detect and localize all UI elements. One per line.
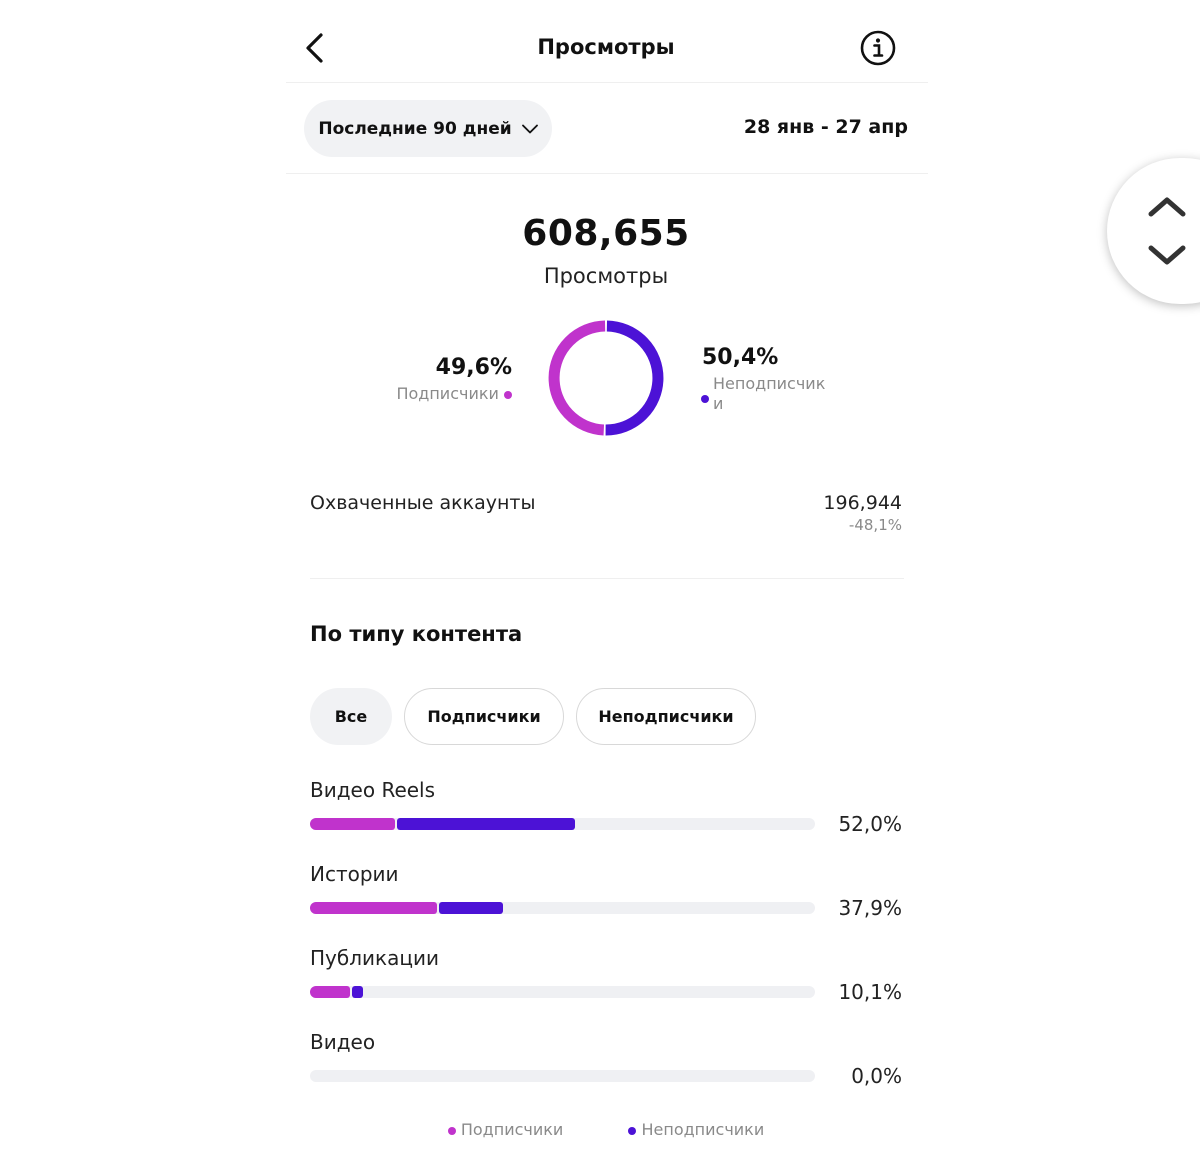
legend-label-subscribers: Подписчики [460, 1120, 564, 1139]
chart-legend: Подписчики Неподписчики [0, 1120, 1200, 1139]
legend-dot-subscribers-icon [447, 1126, 456, 1135]
content-row-percent-posts: 10,1% [838, 980, 902, 1004]
subscribers-legend: Подписчики [330, 384, 512, 403]
scroll-up-icon[interactable] [1147, 196, 1187, 218]
content-row-bar-stories [310, 902, 815, 914]
filter-chip-all[interactable]: Все [310, 688, 392, 745]
total-views: 608,655 [522, 213, 690, 254]
date-range-text: 28 янв - 27 апр [743, 116, 908, 138]
content-row-percent-stories: 37,9% [838, 896, 902, 920]
views-donut-chart [548, 320, 664, 436]
reach-label: Охваченные аккаунты [310, 492, 536, 514]
subscribers-dot-icon [504, 390, 512, 399]
subscribers-percent: 49,6% [435, 355, 512, 380]
content-row-label-posts: Публикации [310, 946, 439, 970]
bar-segment-non-subscribers [439, 902, 504, 914]
bar-segment-subscribers [310, 818, 395, 830]
bar-segment-subscribers [310, 986, 350, 998]
content-row-label-video: Видео [310, 1030, 376, 1054]
reach-delta: -48,1% [848, 516, 902, 534]
legend-dot-non-subscribers-icon [628, 1126, 637, 1135]
legend-item-non-subscribers: Неподписчики [628, 1120, 764, 1139]
content-row-label-reels: Видео Reels [310, 778, 436, 802]
content-row-bar-posts [310, 986, 815, 998]
scroll-down-icon[interactable] [1147, 244, 1187, 266]
content-row-label-stories: Истории [310, 862, 399, 886]
content-row-percent-reels: 52,0% [838, 812, 902, 836]
content-row-bar-video [310, 1070, 815, 1082]
bar-segment-subscribers [310, 902, 438, 914]
bar-segment-non-subscribers [396, 818, 575, 830]
legend-label-non-subscribers: Неподписчики [641, 1120, 765, 1139]
info-icon[interactable] [858, 28, 898, 68]
chevron-down-icon [521, 124, 538, 133]
bar-segment-non-subscribers [351, 986, 363, 998]
content-row-percent-video: 0,0% [851, 1064, 902, 1088]
page-title: Просмотры [537, 35, 675, 59]
header-divider [286, 82, 928, 83]
reach-value: 196,944 [823, 492, 902, 514]
non-subscribers-percent: 50,4% [702, 345, 779, 370]
total-views-label: Просмотры [543, 264, 669, 288]
filter-chip-non-subscribers[interactable]: Неподписчики [576, 688, 756, 745]
donut-segment-subscribers [548, 320, 606, 436]
legend-item-subscribers: Подписчики [447, 1120, 569, 1139]
non-subscribers-label: Неподписчики [713, 374, 826, 413]
content-row-bar-reels [310, 818, 815, 830]
donut-segment-non-subscribers [605, 320, 664, 436]
date-range-dropdown[interactable]: Последние 90 дней [304, 100, 552, 157]
date-range-dropdown-label: Последние 90 дней [318, 118, 512, 139]
back-arrow-icon[interactable] [300, 30, 330, 66]
filter-chip-subscribers[interactable]: Подписчики [404, 688, 564, 745]
filter-divider [286, 173, 928, 174]
subscribers-label: Подписчики [396, 384, 499, 403]
content-type-title: По типу контента [310, 622, 523, 646]
non-subscribers-dot-icon [701, 388, 709, 407]
reach-divider [310, 578, 904, 579]
